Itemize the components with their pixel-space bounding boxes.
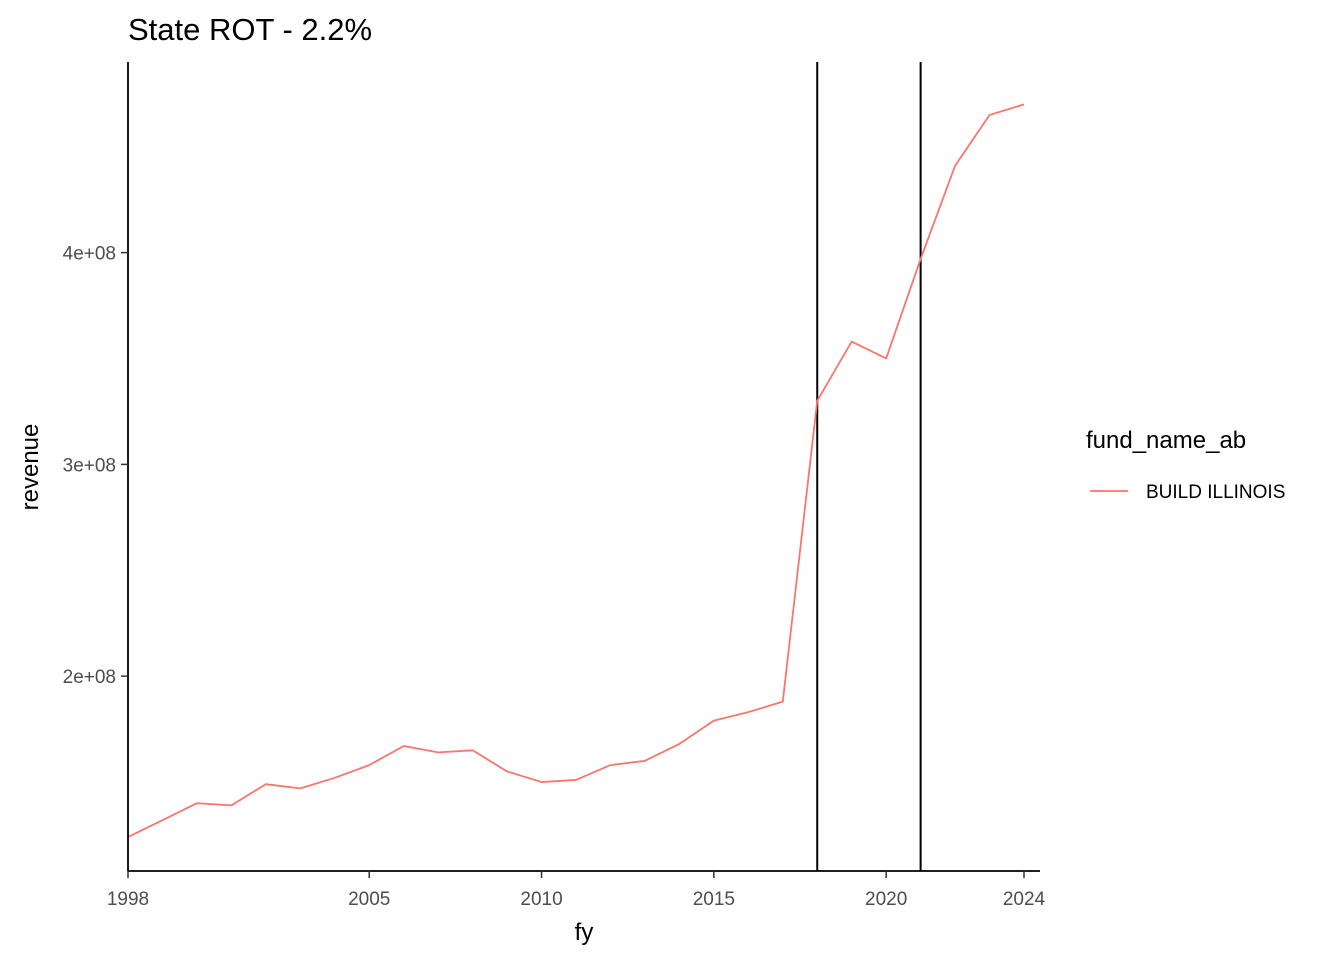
x-tick-label: 2015: [693, 889, 735, 910]
legend: fund_name_ab BUILD ILLINOIS: [1086, 427, 1285, 503]
series-group: [127, 103, 1025, 838]
reference-lines: [816, 62, 922, 871]
legend-label: BUILD ILLINOIS: [1146, 482, 1285, 503]
x-tick-label: 2005: [348, 889, 390, 910]
x-axis-ticks: 1998 2005 2010 2015 2020 2024: [107, 871, 1046, 910]
y-tick-label: 4e+08: [63, 244, 116, 265]
legend-title: fund_name_ab: [1086, 427, 1246, 454]
x-tick-label: 2010: [520, 889, 562, 910]
y-tick-label: 2e+08: [63, 667, 116, 688]
y-tick-label: 3e+08: [63, 455, 116, 476]
chart-title: State ROT - 2.2%: [128, 12, 372, 47]
y-axis-title: revenue: [17, 424, 44, 511]
series-line: [127, 103, 1025, 838]
x-tick-label: 1998: [107, 889, 149, 910]
x-tick-label: 2020: [865, 889, 907, 910]
y-axis-ticks: 2e+08 3e+08 4e+08: [63, 244, 128, 688]
x-axis-title: fy: [575, 919, 594, 946]
x-tick-label: 2024: [1003, 889, 1046, 910]
plot-area: [127, 62, 1025, 871]
